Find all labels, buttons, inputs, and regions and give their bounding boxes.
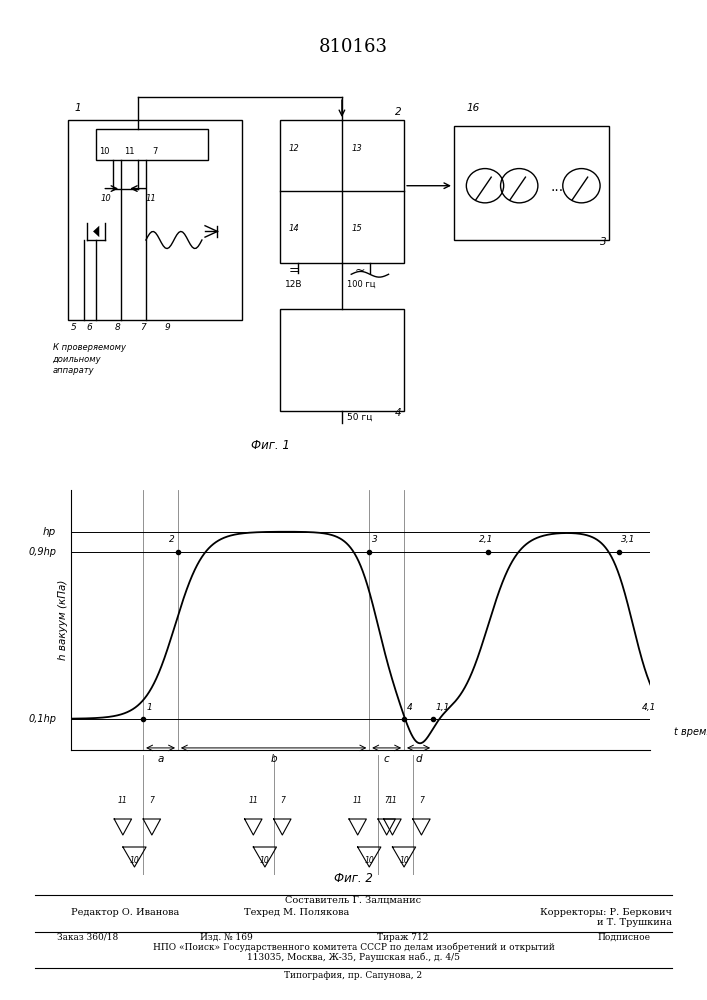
Text: 50 гц: 50 гц: [347, 413, 373, 422]
Text: 7: 7: [152, 147, 158, 156]
Text: 113035, Москва, Ж-35, Раушская наб., д. 4/5: 113035, Москва, Ж-35, Раушская наб., д. …: [247, 952, 460, 962]
Text: Заказ 360/18: Заказ 360/18: [57, 933, 118, 942]
Text: 10: 10: [260, 856, 270, 865]
Text: 4: 4: [395, 408, 402, 418]
Text: 7: 7: [280, 796, 285, 805]
Text: 5: 5: [71, 323, 77, 332]
Text: t время (сек): t время (сек): [674, 727, 707, 737]
Text: 6: 6: [87, 323, 93, 332]
Text: 11: 11: [248, 796, 258, 805]
Text: 9: 9: [165, 323, 170, 332]
Text: 15: 15: [351, 224, 362, 233]
Text: 12В: 12В: [285, 280, 302, 289]
Text: 11: 11: [387, 796, 397, 805]
Bar: [68, 120, 243, 320]
Text: 10: 10: [99, 147, 110, 156]
Text: 2: 2: [169, 535, 175, 544]
Text: 810163: 810163: [319, 38, 388, 56]
Text: 1,1: 1,1: [436, 703, 450, 712]
Text: 10: 10: [129, 856, 139, 865]
Text: 13: 13: [351, 144, 362, 153]
Text: 7: 7: [149, 796, 154, 805]
Text: НПО «Поиск» Государственного комитета СССР по делам изобретений и открытий: НПО «Поиск» Государственного комитета СС…: [153, 942, 554, 952]
Text: hp: hp: [43, 527, 57, 537]
Text: К проверяемому
доильному
аппарату: К проверяемому доильному аппарату: [52, 343, 126, 375]
Text: 4: 4: [407, 703, 413, 712]
Text: Подписное: Подписное: [597, 933, 650, 942]
Text: 11: 11: [353, 796, 363, 805]
Text: 2: 2: [395, 107, 402, 117]
Text: 0,9hp: 0,9hp: [28, 547, 57, 557]
Bar: [96, 129, 208, 160]
Text: 8: 8: [115, 323, 121, 332]
Text: Типография, пр. Сапунова, 2: Типография, пр. Сапунова, 2: [284, 971, 423, 980]
Text: 0,1hp: 0,1hp: [28, 714, 57, 724]
Text: 4,1: 4,1: [642, 703, 656, 712]
Text: 10: 10: [100, 194, 111, 203]
Text: 10: 10: [399, 856, 409, 865]
Text: c: c: [384, 754, 390, 764]
Text: и Т. Трушкина: и Т. Трушкина: [597, 918, 672, 927]
Text: Редактор О. Иванова: Редактор О. Иванова: [71, 908, 179, 917]
Bar: [454, 126, 609, 240]
Polygon shape: [93, 226, 99, 237]
Text: Изд. № 169: Изд. № 169: [200, 933, 252, 942]
Text: 3: 3: [600, 237, 607, 247]
Text: 7: 7: [384, 796, 389, 805]
Text: ...: ...: [550, 180, 563, 194]
Text: 7: 7: [419, 796, 424, 805]
Text: ~: ~: [354, 264, 365, 277]
Text: 1: 1: [74, 103, 81, 113]
Text: 10: 10: [364, 856, 374, 865]
Text: 100 гц: 100 гц: [347, 280, 375, 289]
Text: Составитель Г. Залцманис: Составитель Г. Залцманис: [286, 895, 421, 904]
Text: Техред М. Полякова: Техред М. Полякова: [245, 908, 349, 917]
Text: a: a: [158, 754, 164, 764]
Text: Фиг. 2: Фиг. 2: [334, 872, 373, 885]
Bar: [280, 309, 404, 411]
Text: 11: 11: [124, 147, 134, 156]
Text: d: d: [415, 754, 422, 764]
Text: =: =: [289, 264, 300, 277]
Text: Фиг. 1: Фиг. 1: [251, 439, 290, 452]
Text: 3: 3: [372, 535, 378, 544]
Text: 11: 11: [118, 796, 128, 805]
Text: 12: 12: [289, 144, 300, 153]
Text: b: b: [270, 754, 277, 764]
Text: Корректоры: Р. Беркович: Корректоры: Р. Беркович: [539, 908, 672, 917]
Text: 2,1: 2,1: [479, 535, 493, 544]
Text: 7: 7: [140, 323, 146, 332]
Text: 3,1: 3,1: [621, 535, 636, 544]
Y-axis label: h вакуум (кПа): h вакуум (кПа): [58, 580, 68, 660]
Text: 16: 16: [467, 103, 479, 113]
Text: 14: 14: [289, 224, 300, 233]
Text: 1: 1: [146, 703, 152, 712]
Bar: [280, 120, 404, 263]
Text: 11: 11: [146, 194, 157, 203]
Text: Тираж 712: Тираж 712: [378, 933, 428, 942]
